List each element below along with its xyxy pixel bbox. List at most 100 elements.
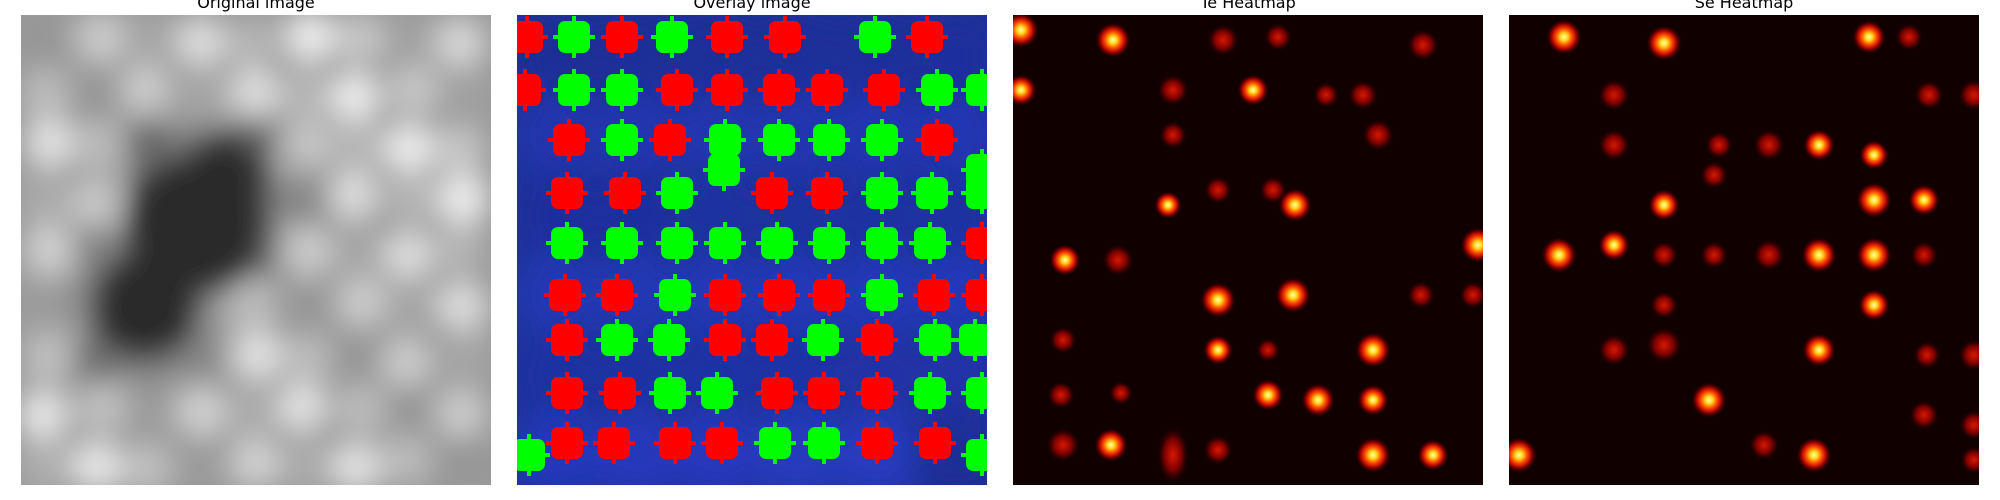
heat-spot [1958,79,1979,111]
intensity-blob [380,434,432,485]
heat-spot [1200,282,1236,318]
heat-spot [1803,129,1835,161]
original-image [21,15,491,485]
heat-spot [1159,121,1187,149]
heat-spot [1913,341,1941,369]
se-marker [704,119,746,161]
heat-spot [1796,437,1832,473]
intensity-blob [432,222,484,274]
intensity-blob [179,65,231,117]
se-marker [601,69,643,111]
intensity-blob [24,117,76,169]
se-marker [954,319,987,361]
panel-te-heatmap: Te Heatmap [1013,0,1483,485]
te-marker [601,16,643,58]
se-marker [649,372,691,414]
intensity-blob [436,280,488,332]
heat-spot [1013,74,1037,106]
dark-region [91,250,201,360]
intensity-blob [175,16,227,68]
heat-spot [1700,241,1728,269]
heat-spot [1802,333,1836,367]
se-marker [754,422,796,464]
se-marker [861,274,903,316]
se-marker [704,222,746,264]
te-marker [914,422,956,464]
se-marker [961,372,987,414]
te-marker [546,319,588,361]
se-marker [961,434,987,476]
te-marker [546,422,588,464]
te-marker [803,372,845,414]
intensity-blob [124,121,176,173]
heat-spot [1362,119,1394,151]
te-marker [856,422,898,464]
se-marker [909,372,951,414]
intensity-blob [439,436,491,485]
te-marker [906,16,948,58]
intensity-blob [70,70,122,122]
heat-spot [1541,237,1577,273]
te-marker [599,372,641,414]
te-marker [961,222,987,264]
se-marker [802,319,844,361]
heat-spot [1895,23,1923,51]
heat-spot [1691,382,1727,418]
intensity-blob [226,388,278,440]
panel-title: Original image [197,0,315,12]
te-marker [863,69,905,111]
heat-spot [1958,339,1979,371]
heat-spot [1237,74,1269,106]
intensity-blob [434,17,486,69]
intensity-blob [21,175,71,227]
intensity-blob [126,384,178,436]
intensity-blob [383,122,435,174]
heat-spot [1203,335,1233,365]
heat-spot [1598,129,1630,161]
te-marker [604,172,646,214]
te-marker [654,422,696,464]
heat-spot [1650,241,1678,269]
intensity-blob [333,120,385,172]
dark-region [176,135,266,225]
intensity-blob [125,15,177,66]
panel-overlay-image: Overlay image [517,0,987,485]
se-marker [961,172,987,214]
se-marker [961,69,987,111]
heat-spot [1109,381,1133,405]
heat-spot [1705,131,1733,159]
se-marker [854,16,896,58]
te-marker [856,319,898,361]
heat-spot [1047,381,1075,409]
intensity-blob [22,331,74,383]
te-marker [517,69,546,111]
te-heatmap [1013,15,1483,485]
intensity-blob [74,119,126,171]
intensity-blob [437,173,489,225]
intensity-blob [381,336,433,388]
heat-spot [1102,244,1134,276]
te-marker [706,69,748,111]
se-marker [861,172,903,214]
se-marker [648,319,690,361]
te-marker [751,319,793,361]
heat-spot [1753,129,1785,161]
heat-spot [1908,184,1940,216]
te-marker [808,274,850,316]
se-marker [808,222,850,264]
se-marker [808,119,850,161]
heat-spot [1264,23,1292,51]
intensity-blob [230,437,282,485]
heat-spot [1856,237,1892,273]
intensity-blob [328,169,380,221]
se-marker [601,119,643,161]
heat-spot [1207,24,1239,56]
heat-spot [1646,327,1682,363]
te-marker [548,119,590,161]
heat-spot [1278,188,1312,222]
te-marker [596,274,638,316]
intensity-blob [21,68,72,120]
intensity-blob [334,15,386,65]
intensity-blob [176,386,228,438]
heat-spot [1275,277,1311,313]
